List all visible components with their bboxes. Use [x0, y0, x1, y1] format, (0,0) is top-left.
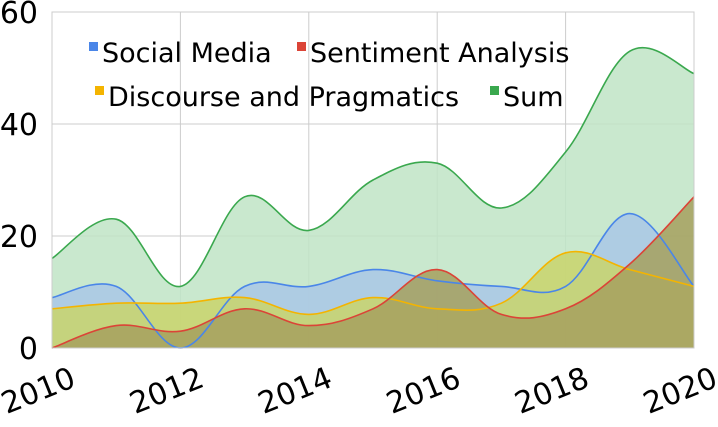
- x-tick-label: 2010: [0, 361, 80, 422]
- x-tick-label: 2018: [510, 361, 594, 422]
- x-tick-label: 2012: [125, 361, 209, 422]
- legend-swatch-social-media: [89, 42, 98, 51]
- legend: Social Media Sentiment Analysis Discourse …: [89, 38, 569, 113]
- line-sum: [51, 46, 695, 288]
- x-tick-label: 2020: [638, 361, 718, 422]
- x-tick-label: 2016: [382, 361, 466, 422]
- area-sum: [52, 47, 694, 349]
- series-areas: [52, 47, 694, 349]
- series-lines: [51, 46, 695, 349]
- x-axis-ticks: 2010 2012 2014 2016 2018 2020: [0, 361, 718, 422]
- legend-swatch-sentiment-analysis: [297, 42, 306, 51]
- y-axis-ticks: 0 20 40 60: [0, 0, 38, 367]
- y-tick-label: 0: [19, 332, 38, 367]
- y-tick-label: 40: [0, 108, 38, 143]
- line-sentiment-analysis: [51, 196, 695, 349]
- area-sentiment-analysis: [52, 196, 694, 348]
- legend-label-sum: Sum: [503, 82, 564, 113]
- plot-frame: [51, 11, 695, 349]
- line-social-media: [51, 212, 695, 349]
- legend-swatch-discourse-and-pragmatics: [95, 86, 104, 95]
- x-tick-label: 2014: [253, 361, 337, 422]
- legend-label-sentiment-analysis: Sentiment Analysis: [310, 38, 569, 69]
- legend-label-social-media: Social Media: [102, 38, 272, 69]
- y-tick-label: 60: [0, 0, 38, 31]
- legend-label-discourse-and-pragmatics: Discourse and Pragmatics: [108, 82, 459, 113]
- legend-swatch-sum: [490, 86, 499, 95]
- line-discourse-and-pragmatics: [51, 250, 695, 316]
- y-tick-label: 20: [0, 220, 38, 255]
